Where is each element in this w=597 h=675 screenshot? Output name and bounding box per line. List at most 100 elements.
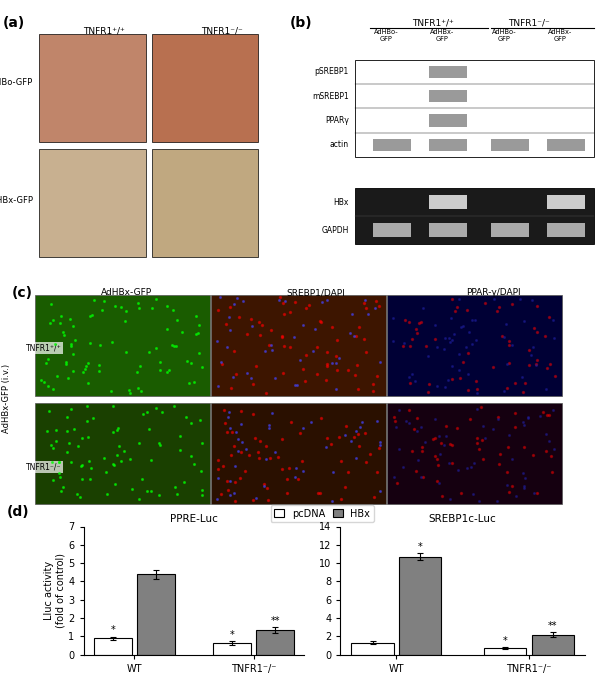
Point bbox=[48, 442, 58, 453]
Point bbox=[527, 295, 537, 306]
Point bbox=[191, 328, 201, 339]
Point bbox=[457, 321, 466, 332]
Point bbox=[518, 387, 528, 398]
Point bbox=[340, 430, 350, 441]
Text: (a): (a) bbox=[3, 16, 25, 30]
Point bbox=[518, 416, 528, 427]
Point bbox=[254, 316, 263, 327]
Point bbox=[404, 317, 413, 327]
Bar bbox=[211, 403, 386, 504]
Point bbox=[176, 445, 185, 456]
Text: TNFR1⁺/⁺: TNFR1⁺/⁺ bbox=[26, 344, 62, 352]
Point bbox=[430, 319, 440, 330]
Point bbox=[56, 310, 65, 321]
Point bbox=[214, 381, 223, 392]
Text: TNFR1⁺/⁺: TNFR1⁺/⁺ bbox=[83, 26, 125, 35]
Point bbox=[116, 456, 126, 466]
Point bbox=[488, 362, 497, 373]
Point bbox=[264, 423, 273, 433]
Bar bbox=[429, 195, 467, 209]
Point bbox=[350, 369, 359, 380]
Point bbox=[82, 415, 91, 426]
Point bbox=[264, 420, 273, 431]
Point bbox=[361, 346, 370, 357]
Bar bbox=[491, 139, 529, 151]
Point bbox=[125, 454, 135, 464]
Point bbox=[64, 373, 73, 383]
Point bbox=[520, 377, 530, 388]
Point bbox=[502, 383, 512, 394]
Point bbox=[340, 482, 350, 493]
Point bbox=[155, 356, 165, 367]
Point bbox=[51, 425, 61, 436]
Point bbox=[255, 436, 264, 447]
Point bbox=[66, 314, 75, 325]
Point bbox=[445, 494, 455, 505]
Point bbox=[510, 408, 519, 418]
Point bbox=[470, 314, 479, 325]
Point bbox=[301, 303, 310, 314]
Point bbox=[453, 464, 463, 475]
Point bbox=[298, 466, 308, 477]
Point bbox=[494, 301, 503, 312]
Point bbox=[73, 441, 82, 452]
Point bbox=[152, 343, 161, 354]
Point bbox=[261, 441, 271, 452]
Point bbox=[266, 325, 275, 336]
Point bbox=[83, 432, 93, 443]
Point bbox=[59, 329, 69, 340]
Point bbox=[76, 460, 86, 471]
Point bbox=[113, 425, 122, 436]
Point bbox=[441, 332, 450, 343]
Point bbox=[497, 331, 506, 342]
Point bbox=[134, 382, 143, 393]
Point bbox=[225, 476, 235, 487]
Point bbox=[454, 349, 464, 360]
Point bbox=[478, 434, 487, 445]
Point bbox=[504, 486, 513, 497]
Point bbox=[503, 358, 512, 369]
Point bbox=[466, 414, 475, 425]
Point bbox=[85, 474, 95, 485]
Point bbox=[327, 321, 337, 332]
Point bbox=[519, 316, 529, 327]
Point bbox=[449, 329, 458, 340]
Point bbox=[304, 299, 313, 310]
Point bbox=[168, 304, 177, 315]
Y-axis label: Lluc activity
(fold of control): Lluc activity (fold of control) bbox=[44, 553, 66, 628]
Point bbox=[529, 323, 538, 333]
Point bbox=[488, 424, 498, 435]
Point bbox=[316, 412, 325, 423]
Point bbox=[343, 364, 353, 375]
Point bbox=[353, 384, 363, 395]
Text: *: * bbox=[503, 636, 507, 646]
Point bbox=[236, 446, 246, 457]
Point bbox=[242, 368, 251, 379]
Point bbox=[423, 387, 433, 398]
Point bbox=[223, 484, 232, 495]
Point bbox=[519, 483, 528, 493]
Point bbox=[225, 489, 235, 500]
Point bbox=[222, 342, 232, 352]
Point bbox=[252, 360, 261, 371]
Point bbox=[401, 416, 411, 427]
Point bbox=[253, 447, 263, 458]
Point bbox=[139, 408, 148, 419]
Point bbox=[259, 481, 269, 491]
Text: *: * bbox=[110, 625, 115, 635]
Point bbox=[290, 296, 300, 307]
Point bbox=[278, 331, 287, 342]
Point bbox=[82, 401, 91, 412]
Point bbox=[494, 459, 503, 470]
Point bbox=[392, 478, 402, 489]
Point bbox=[213, 455, 223, 466]
Point bbox=[395, 444, 404, 455]
Point bbox=[318, 296, 327, 307]
Point bbox=[266, 340, 276, 350]
Point bbox=[61, 357, 71, 368]
Point bbox=[225, 325, 235, 335]
Point bbox=[334, 352, 344, 363]
Point bbox=[62, 411, 72, 422]
Point bbox=[541, 429, 550, 439]
Legend: pcDNA, HBx: pcDNA, HBx bbox=[270, 505, 374, 522]
